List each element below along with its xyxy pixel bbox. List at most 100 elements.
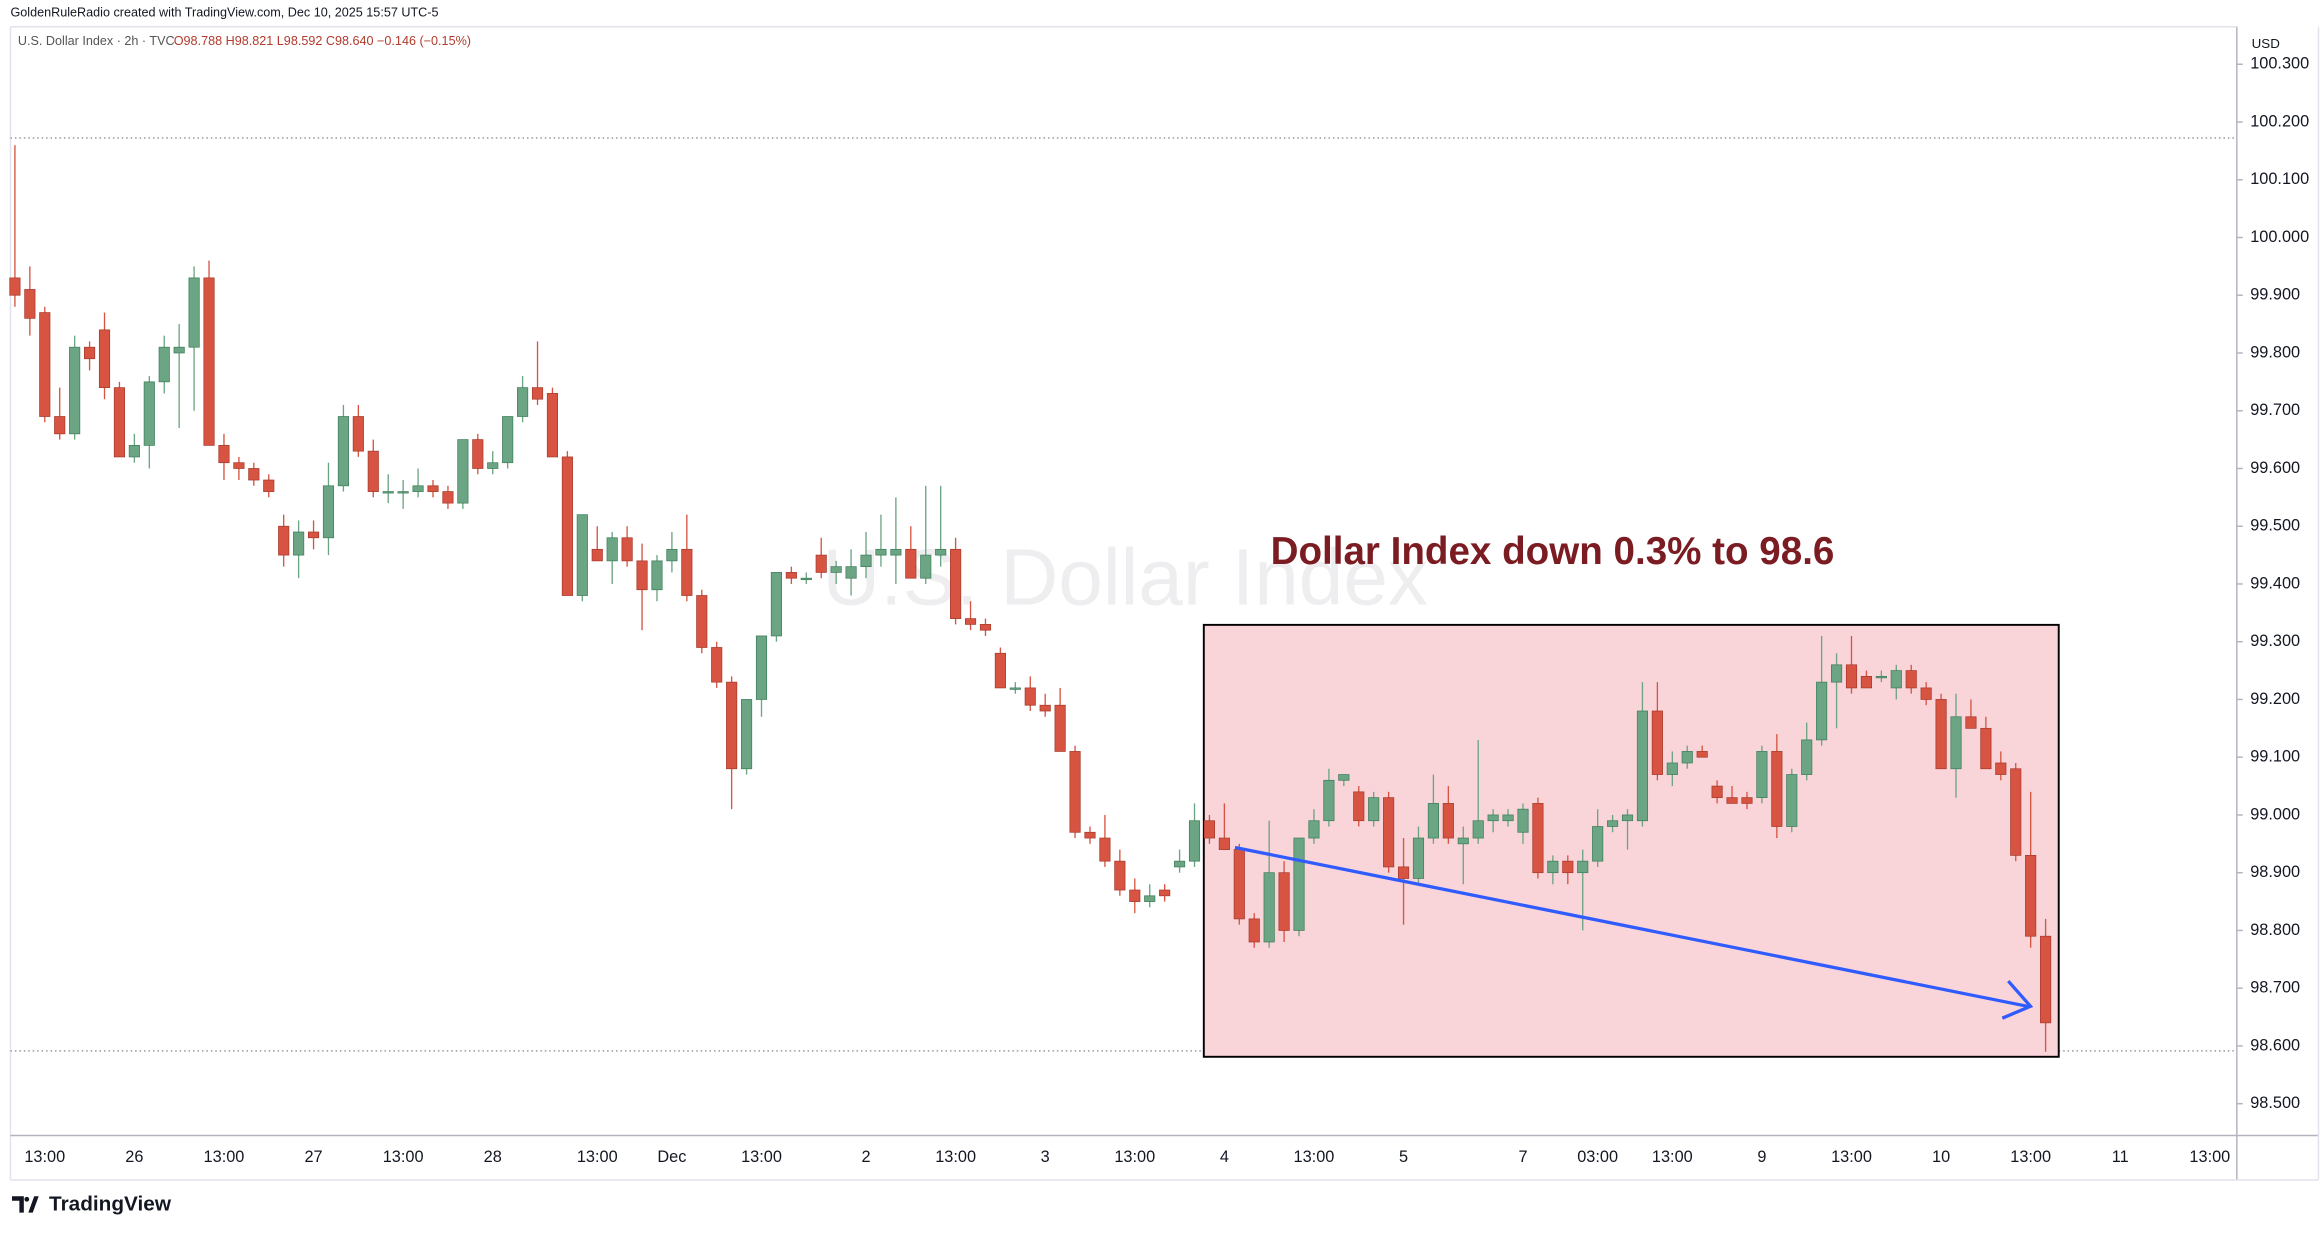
candle-body <box>1756 751 1768 799</box>
y-tick-label: 99.400 <box>2250 574 2300 592</box>
y-tick-label: 100.000 <box>2250 228 2309 246</box>
candle-body <box>1532 803 1544 874</box>
currency-label: USD <box>2252 36 2280 51</box>
candle-body <box>1174 860 1186 868</box>
candle-body <box>1368 797 1380 822</box>
candle-body <box>1636 710 1649 822</box>
y-tick-label: 99.500 <box>2250 517 2300 535</box>
y-tick-label: 100.200 <box>2250 112 2309 130</box>
candle-body <box>636 560 648 591</box>
y-tick-label: 99.000 <box>2250 805 2300 823</box>
x-tick-label: Dec <box>657 1148 686 1166</box>
candle-body <box>1144 895 1156 902</box>
y-tick-label: 99.800 <box>2250 343 2300 361</box>
candle-body <box>427 485 439 492</box>
candle-body <box>263 479 275 492</box>
candle-body <box>248 468 260 481</box>
candle-body <box>621 537 633 562</box>
candle-body <box>1681 751 1693 764</box>
y-tick-label: 98.600 <box>2250 1036 2300 1054</box>
y-tick-label: 99.100 <box>2250 748 2300 766</box>
candle-body <box>9 277 21 296</box>
y-tick-label: 99.700 <box>2250 401 2300 419</box>
x-tick-label: 10 <box>1932 1148 1950 1166</box>
candle-body <box>502 416 514 464</box>
candle-body <box>352 416 364 452</box>
candle-body <box>24 289 36 319</box>
candle-body <box>830 566 842 573</box>
candle-body <box>1024 687 1036 706</box>
x-tick-label: 13:00 <box>1114 1148 1155 1166</box>
candle-body <box>1412 837 1425 879</box>
trend-arrowhead <box>2001 980 2034 1020</box>
y-tick-label: 98.500 <box>2250 1094 2300 1112</box>
candle-body <box>1651 710 1663 775</box>
candle-body <box>1203 820 1216 839</box>
y-tick-label: 100.100 <box>2250 170 2309 188</box>
candle-body <box>472 439 484 469</box>
candle-body <box>1248 918 1260 943</box>
candle-body <box>1397 866 1410 879</box>
x-tick-label: 13:00 <box>1294 1148 1335 1166</box>
candle-body <box>1950 716 1962 770</box>
y-tick-label: 99.300 <box>2250 632 2300 650</box>
candle-body <box>561 456 573 596</box>
candle-body <box>920 554 932 579</box>
x-tick-label: 5 <box>1399 1148 1408 1166</box>
candle-body <box>1338 774 1350 781</box>
candle-body <box>1935 699 1947 770</box>
annotation: Dollar Index down 0.3% to 98.6 <box>1271 530 1835 573</box>
x-tick-label: 2 <box>861 1148 870 1166</box>
candle-body <box>1875 675 1887 679</box>
candle-body <box>1353 791 1365 822</box>
candle-body <box>322 485 335 539</box>
candle-body <box>1920 687 1932 700</box>
candle-body <box>188 277 200 348</box>
candle-body <box>1621 814 1634 822</box>
logo-dot <box>24 1196 30 1202</box>
brand-name: TradingView <box>49 1193 172 1216</box>
candle-body <box>979 624 992 631</box>
x-tick-label: 13:00 <box>2010 1148 2051 1166</box>
x-tick-label: 13:00 <box>1831 1148 1872 1166</box>
candle-body <box>800 577 812 581</box>
candle-body <box>1995 762 2007 775</box>
y-tick-label: 98.700 <box>2250 979 2300 997</box>
candle-body <box>1323 779 1335 822</box>
candle-body <box>1801 739 1813 775</box>
candle-body <box>367 450 379 492</box>
x-tick-label: 13:00 <box>1652 1148 1693 1166</box>
candle-body <box>696 595 708 648</box>
candle-body <box>950 548 962 619</box>
x-tick-label: 7 <box>1518 1148 1527 1166</box>
candle-body <box>84 346 96 360</box>
candle-body <box>711 647 723 683</box>
candle-body <box>1607 820 1619 827</box>
candle-body <box>1084 831 1096 839</box>
candle-body <box>158 346 170 383</box>
x-tick-label: 4 <box>1220 1148 1229 1166</box>
x-tick-label: 26 <box>125 1148 143 1166</box>
x-tick-label: 13:00 <box>383 1148 424 1166</box>
candle-body <box>875 548 887 556</box>
trend-arrow <box>1234 845 2028 1008</box>
legend-values: O98.788 H98.821 L98.592 C98.640 −0.146 (… <box>174 34 471 48</box>
candles <box>9 145 2052 1052</box>
candle-body <box>890 548 902 556</box>
candle-body <box>1114 860 1126 891</box>
candle-body <box>1845 664 1858 689</box>
candle-body <box>487 462 499 469</box>
candle-body <box>218 445 230 464</box>
candle-body <box>1457 837 1469 845</box>
candle-body <box>1233 849 1245 920</box>
candle-body <box>651 560 663 591</box>
candle-body <box>964 618 977 625</box>
candle-body <box>457 439 469 504</box>
candle-body <box>770 572 782 637</box>
candle-body <box>591 548 603 562</box>
x-tick-label: 3 <box>1041 1148 1050 1166</box>
x-tick-label: 13:00 <box>741 1148 782 1166</box>
candle-body <box>681 548 693 596</box>
